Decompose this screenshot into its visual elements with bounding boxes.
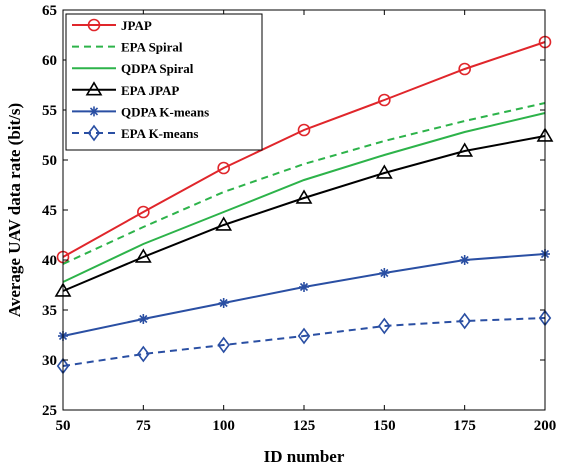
legend-item: EPA Spiral [72,40,183,55]
y-tick-label: 45 [42,203,57,219]
data-point [379,268,390,278]
data-point [299,282,309,292]
legend-label: QDPA K-means [121,104,209,119]
data-point [134,248,152,263]
series-qdpa-spiral [62,112,546,283]
series-epa-jpap [54,127,554,297]
legend-label: EPA K-means [121,126,198,141]
data-point [217,161,230,175]
legend: JPAP EPA Spiral QDPA Spiral EPA JPAP QDPA K-… [65,13,263,151]
data-point [375,164,393,179]
x-tick-label: 175 [453,418,476,434]
legend-item: JPAP [72,18,152,33]
data-point [137,205,150,219]
x-tick-label: 150 [373,418,396,434]
data-point [378,317,391,335]
legend-label: JPAP [121,18,152,33]
x-tick-label: 50 [56,418,71,434]
y-tick-label: 30 [42,353,57,369]
data-point [218,298,229,308]
data-point [215,216,233,231]
y-tick-label: 40 [42,253,57,269]
y-tick-label: 35 [42,303,57,319]
series-line [62,102,546,265]
legend-label: EPA JPAP [121,83,179,98]
legend-marker [89,106,99,117]
x-tick-label: 75 [136,418,151,434]
series-layer [54,35,554,375]
series-line [62,112,546,283]
y-axis-label: Average UAV data rate (bit/s) [5,103,24,317]
y-tick-label: 65 [42,3,57,19]
data-point [297,327,311,345]
legend-label: QDPA Spiral [121,61,194,76]
legend-box [65,13,263,151]
y-tick-label: 50 [42,153,57,169]
data-point [297,123,311,137]
series-epa-k-means [56,309,552,375]
series-line [62,41,546,258]
y-tick-label: 55 [42,103,57,119]
legend-item: QDPA K-means [72,104,209,119]
legend-marker [87,18,101,32]
legend-item: QDPA Spiral [72,61,194,76]
legend-marker [87,124,101,142]
data-point [458,312,471,330]
series-epa-spiral [62,102,546,265]
y-tick-label: 25 [42,403,57,419]
y-tick-label: 60 [42,53,57,69]
data-point [456,142,474,157]
data-point [295,189,313,204]
legend-marker [85,81,103,96]
x-axis-label: ID number [264,447,345,466]
x-tick-label: 125 [293,418,316,434]
x-tick-label: 200 [534,418,557,434]
x-tick-label: 100 [212,418,235,434]
data-point [378,93,391,107]
legend-label: EPA Spiral [121,40,183,55]
legend-item: EPA K-means [72,124,198,142]
data-point [459,255,470,265]
series-qdpa-k-means [58,249,550,341]
data-point [458,62,471,76]
data-point [217,336,230,354]
data-point [138,314,149,324]
legend-item: EPA JPAP [72,81,179,98]
ticks-layer: 50 75 100 125 150 175 200 25 30 35 40 45 50 55 60 65 [42,3,556,434]
series-line [62,135,546,292]
data-point [137,345,150,363]
series-line [62,317,546,367]
